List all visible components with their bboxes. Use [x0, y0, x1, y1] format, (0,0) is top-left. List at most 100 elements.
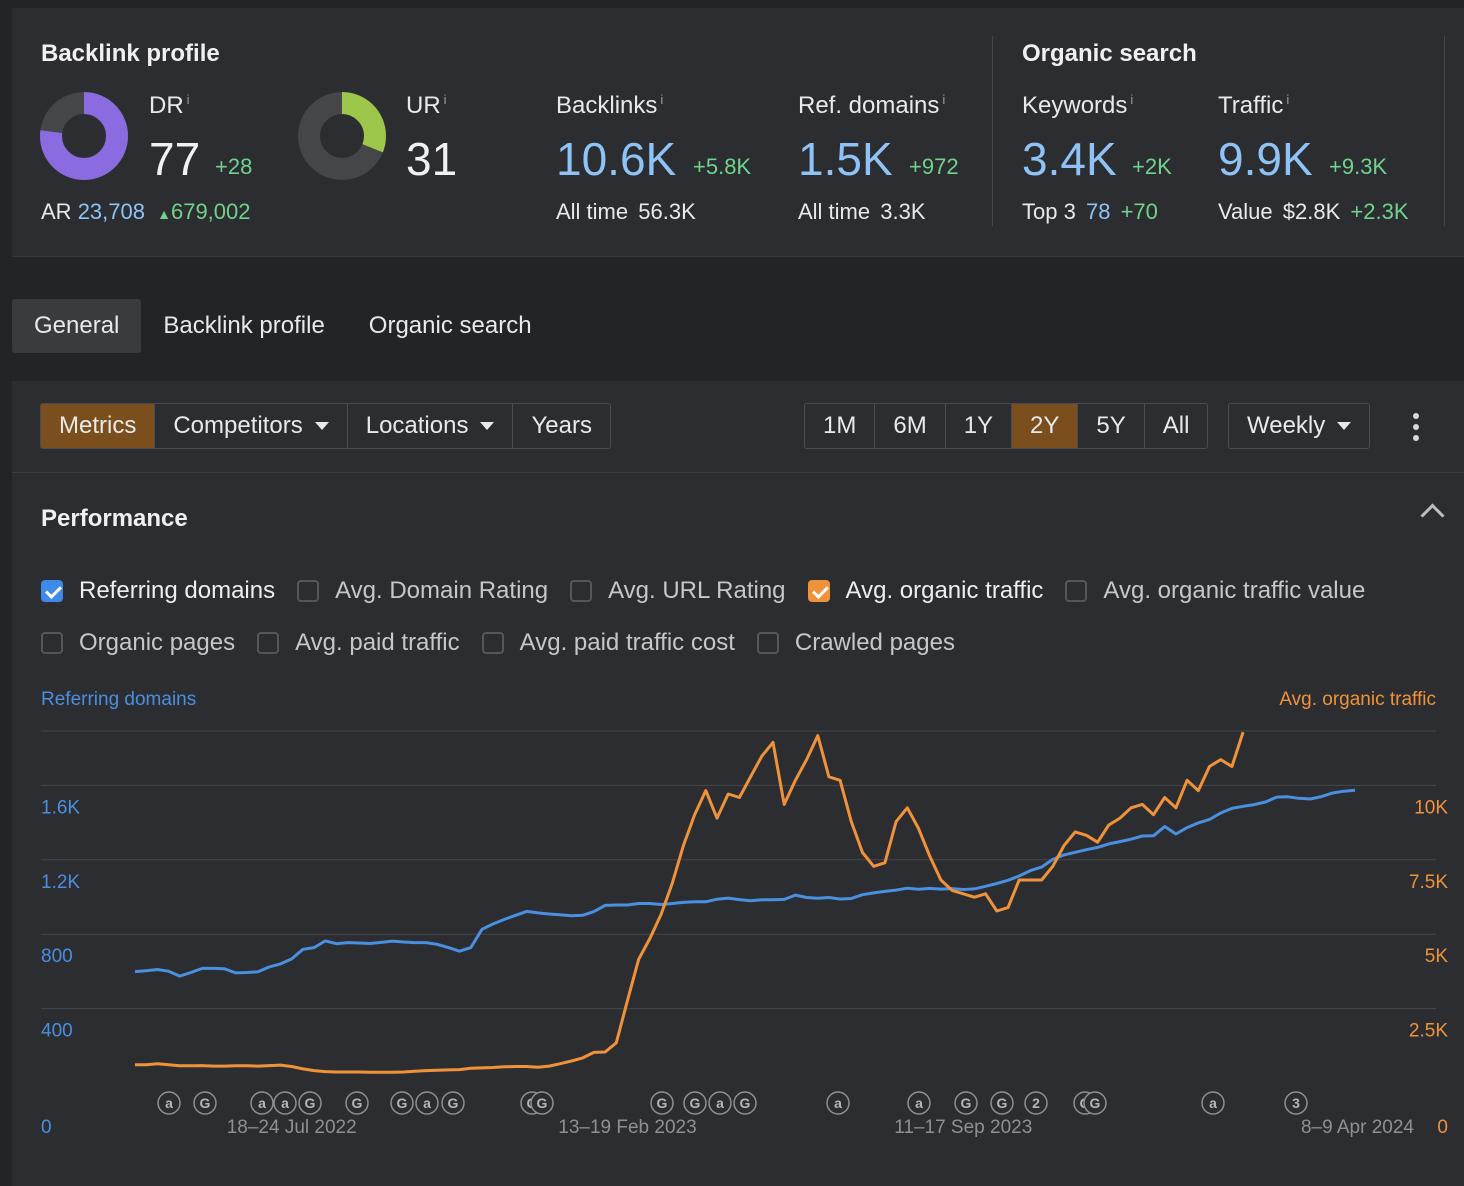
ur-value: 31 — [406, 133, 458, 185]
checkbox-label: Avg. Domain Rating — [335, 577, 549, 604]
dr-delta: +28 — [215, 154, 253, 179]
summary-panel: Backlink profile DR i 77 +28 UR i 31 AR 23… — [12, 8, 1464, 257]
event-marker-label: G — [397, 1095, 408, 1111]
checkbox-organic-pages[interactable]: Organic pages — [41, 629, 235, 657]
mode-button-group: Metrics Competitors Locations Years — [40, 403, 611, 449]
traffic-info-icon[interactable]: i — [1286, 92, 1290, 107]
traffic-value[interactable]: 9.9K — [1218, 133, 1313, 185]
ref-domains-alltime-value: 3.3K — [880, 199, 926, 224]
checkbox-avg-url-rating[interactable]: Avg. URL Rating — [570, 577, 786, 605]
keywords-info-icon[interactable]: i — [1130, 92, 1134, 107]
x-axis-label: 8–9 Apr 2024 — [1301, 1117, 1414, 1138]
top3-value[interactable]: 78 — [1085, 199, 1111, 224]
right-tick-label: 7.5K — [1409, 872, 1448, 893]
traffic-value-delta: +2.3K — [1350, 199, 1409, 224]
dr-info-icon[interactable]: i — [186, 92, 190, 107]
event-marker-icon — [157, 1091, 181, 1115]
checkbox-label: Avg. paid traffic cost — [519, 629, 735, 656]
ar-value[interactable]: 23,708 — [77, 199, 145, 224]
backlinks-label-text: Backlinks — [556, 92, 658, 119]
ur-label: UR i — [406, 92, 447, 120]
left-tick-label: 1.2K — [41, 872, 80, 893]
traffic-value-row: Value $2.8K +2.3K — [1218, 199, 1409, 225]
event-marker-label: G — [200, 1095, 211, 1111]
x-axis-label: 11–17 Sep 2023 — [894, 1117, 1032, 1138]
left-tick-label: 1.6K — [41, 797, 80, 818]
ur-donut-chart — [298, 92, 386, 180]
left-tick-label: 400 — [41, 1021, 73, 1042]
metrics-button[interactable]: Metrics — [41, 404, 156, 448]
event-marker-icon — [1284, 1091, 1308, 1115]
keywords-value[interactable]: 3.4K — [1022, 133, 1117, 185]
event-marker-icon — [390, 1091, 414, 1115]
checkbox-unchecked-icon — [570, 580, 593, 602]
checkbox-avg-organic-traffic[interactable]: Avg. organic traffic — [807, 577, 1044, 605]
checkbox-unchecked-icon — [41, 632, 63, 654]
range-all-button[interactable]: All — [1162, 412, 1190, 439]
performance-title: Performance — [41, 505, 188, 532]
backlinks-value[interactable]: 10.6K — [556, 133, 677, 185]
event-marker-icon — [250, 1091, 274, 1115]
section-divider — [992, 36, 993, 226]
checkbox-label: Avg. organic traffic value — [1103, 577, 1366, 604]
range-2y-button[interactable]: 2Y — [1012, 404, 1079, 448]
interval-label: Weekly — [1247, 412, 1326, 439]
event-marker-label: a — [915, 1095, 923, 1111]
left-axis-title: Referring domains — [41, 689, 197, 710]
checkbox-label: Avg. organic traffic — [845, 577, 1044, 604]
event-marker-icon — [954, 1091, 978, 1115]
left-tick-label: 0 — [41, 1117, 52, 1138]
tab-general[interactable]: General — [12, 299, 142, 353]
referring-domains-line — [134, 788, 1356, 978]
competitors-dropdown[interactable]: Competitors — [155, 404, 348, 448]
ref-domains-delta: +972 — [909, 154, 959, 179]
ref-domains-value[interactable]: 1.5K — [798, 133, 893, 185]
ar-delta-arrow-icon: ▲ — [157, 206, 171, 222]
dr-label: DR i — [149, 92, 190, 120]
ref-domains-info-icon[interactable]: i — [942, 92, 946, 107]
years-button[interactable]: Years — [513, 404, 610, 448]
checkbox-referring-domains[interactable]: Referring domains — [41, 577, 275, 605]
x-axis-label: 13–19 Feb 2023 — [558, 1117, 696, 1138]
event-marker-label: G — [740, 1095, 751, 1111]
toolbar-divider — [12, 472, 1464, 473]
range-6m-button[interactable]: 6M — [875, 404, 946, 448]
backlinks-info-icon[interactable]: i — [660, 92, 664, 107]
backlinks-alltime-label: All time — [556, 199, 629, 224]
range-1m-button[interactable]: 1M — [805, 404, 876, 448]
checkbox-avg-organic-traffic-value[interactable]: Avg. organic traffic value — [1065, 577, 1365, 605]
right-tick-label: 0 — [1437, 1117, 1448, 1138]
checkbox-avg-paid-traffic[interactable]: Avg. paid traffic — [257, 629, 460, 657]
interval-button-group: Weekly — [1228, 403, 1371, 449]
x-axis-label: 18–24 Jul 2022 — [227, 1117, 357, 1138]
dr-value: 77 — [149, 133, 201, 185]
backlink-profile-title: Backlink profile — [41, 40, 220, 67]
ar-delta: 679,002 — [170, 199, 251, 224]
checkbox-avg-paid-traffic-cost[interactable]: Avg. paid traffic cost — [481, 629, 735, 657]
locations-dropdown[interactable]: Locations — [348, 404, 514, 448]
checkbox-crawled-pages[interactable]: Crawled pages — [756, 629, 955, 657]
checkbox-avg-domain-rating[interactable]: Avg. Domain Rating — [297, 577, 548, 605]
checkbox-label: Avg. URL Rating — [608, 577, 786, 604]
more-options-icon[interactable] — [1410, 413, 1422, 441]
ur-info-icon[interactable]: i — [443, 92, 447, 107]
ar-row: AR 23,708 ▲679,002 — [41, 199, 251, 225]
performance-chart[interactable]: 0 400 800 1.2K 1.6K 0 2.5K 5K 7.5K 10K 18–24 Jul 2… — [12, 711, 1464, 1181]
range-5y-button[interactable]: 5Y — [1078, 404, 1145, 448]
event-marker-icon — [345, 1091, 369, 1115]
tab-backlink-profile[interactable]: Backlink profile — [163, 312, 325, 339]
keywords-delta: +2K — [1132, 154, 1172, 179]
metrics-button-label: Metrics — [59, 412, 137, 439]
checkbox-label: Organic pages — [79, 629, 236, 656]
range-1y-button[interactable]: 1Y — [946, 404, 1013, 448]
event-marker-label: a — [716, 1095, 724, 1111]
event-marker-label: G — [961, 1095, 972, 1111]
event-marker-icon — [1083, 1091, 1107, 1115]
dr-donut-arc — [40, 92, 128, 180]
interval-dropdown[interactable]: Weekly — [1229, 404, 1369, 448]
keywords-label-text: Keywords — [1022, 92, 1128, 119]
metric-checkboxes-row-2: Organic pages Avg. paid traffic Avg. pai… — [41, 629, 977, 657]
tab-organic-search[interactable]: Organic search — [368, 312, 532, 339]
chevron-up-icon[interactable] — [1420, 503, 1445, 528]
checkbox-unchecked-icon — [756, 632, 779, 654]
